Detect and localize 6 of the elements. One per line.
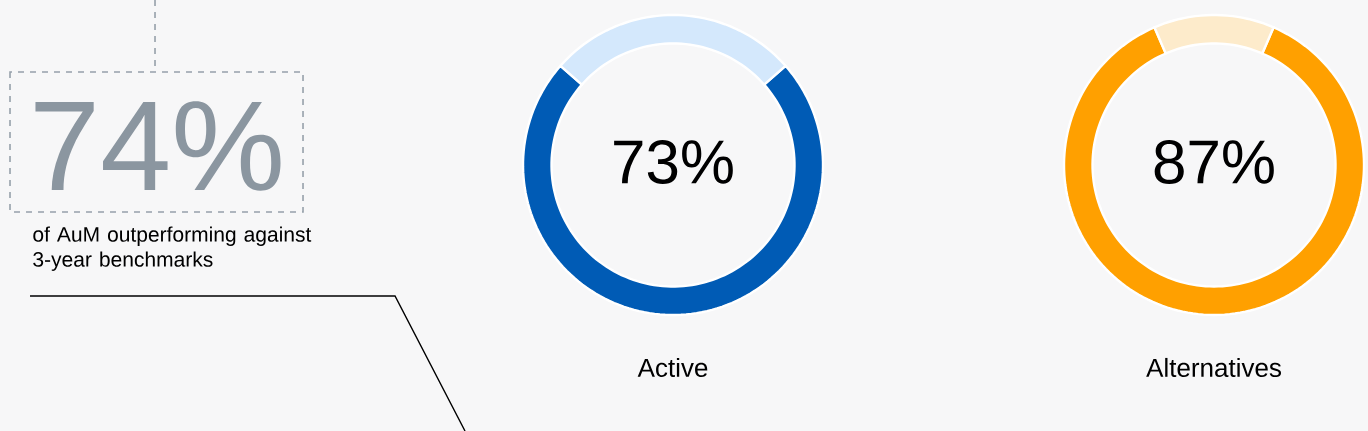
text: 73% bbox=[614, 140, 733, 184]
text: 87% bbox=[1154, 140, 1274, 184]
text: 74% bbox=[35, 101, 281, 191]
text: of AuM outperforming against 3-year benchmarks bbox=[33, 226, 312, 271]
text: Alternatives bbox=[1146, 357, 1281, 378]
text: Active bbox=[637, 357, 708, 378]
